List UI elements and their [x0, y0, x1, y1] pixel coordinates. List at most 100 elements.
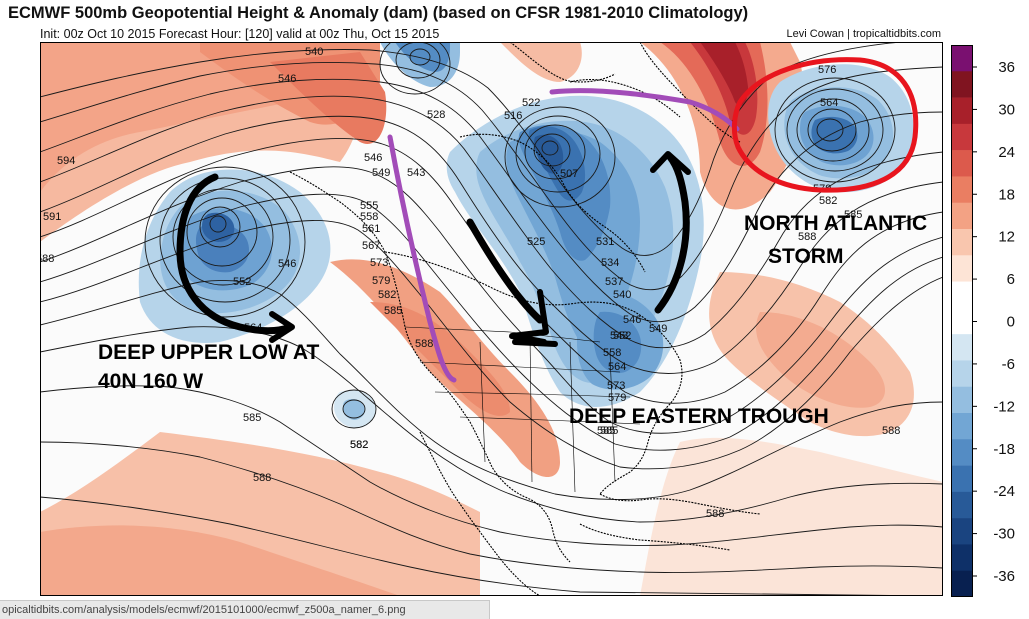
contour-label: 528: [427, 109, 445, 121]
contour-label: 543: [407, 167, 425, 179]
colorbar-tick-label: 24: [998, 144, 1015, 161]
colorbar-segment: [951, 97, 973, 125]
low-center-contours: [144, 42, 896, 429]
contour-label: 582: [378, 289, 396, 301]
colorbar-tick-label: -18: [993, 441, 1015, 458]
contour-label: 582: [350, 439, 368, 451]
contour-label: 594: [57, 155, 75, 167]
trough-arrow-down: [466, 218, 544, 324]
upper-low-arrowhead: [269, 311, 295, 343]
contour-label: 543: [610, 330, 628, 342]
colorbar-ticks: 36 30 24 18 12 6 0 -6 -12 -18 -24 -30 -36: [973, 59, 1015, 585]
contour-label: 567: [362, 240, 380, 252]
contour-label: 516: [504, 110, 522, 122]
contour-label: 540: [305, 46, 323, 58]
upper-low-label-line2: 40N 160 W: [98, 370, 203, 393]
contour-label: 588: [798, 231, 816, 243]
height-anomaly-map: 540 546 594 591 588 552 546 564 585 582 …: [40, 42, 943, 596]
colorbar-segment: [951, 360, 973, 388]
ridge-axis-north: [549, 88, 740, 132]
colorbar-segment: [951, 176, 973, 204]
trough-base-line: [512, 339, 558, 347]
coastlines: [289, 42, 761, 596]
colorbar-tick-label: 12: [998, 229, 1015, 246]
colorbar-segment: [951, 45, 973, 72]
trough-arrow-up: [654, 153, 690, 314]
contour-label: 561: [362, 223, 380, 235]
annotation-marks: [176, 57, 919, 383]
anomaly-colorbar: 36 30 24 18 12 6 0 -6 -12 -18 -24 -30 -36: [951, 45, 1015, 597]
contour-label: 558: [360, 211, 378, 223]
colorbar-segment: [951, 150, 973, 177]
colorbar-segment: [951, 465, 973, 493]
colorbar-segment: [951, 307, 973, 335]
contour-label: 546: [623, 314, 641, 326]
upper-low-circulation-arrow: [176, 173, 294, 335]
colorbar-tick-label: 0: [1007, 314, 1015, 331]
contour-label: 588: [882, 425, 900, 437]
colorbar-segments: [951, 45, 973, 597]
colorbar-tick-label: -24: [993, 483, 1015, 500]
contour-label: 588: [415, 338, 433, 350]
contour-label: 558: [603, 347, 621, 359]
contour-label: 525: [527, 236, 545, 248]
contour-label: 564: [608, 361, 626, 373]
contour-label: 522: [522, 97, 540, 109]
atlantic-storm-label: NORTH ATLANTIC: [744, 212, 927, 235]
contour-label: 534: [601, 257, 619, 269]
contour-label: 579: [608, 392, 626, 404]
contour-label: 555: [360, 200, 378, 212]
trough-up-arrowhead: [650, 151, 691, 175]
atlantic-storm-label-line2: STORM: [768, 245, 843, 268]
contour-label: 582: [350, 439, 368, 451]
contour-label: 531: [596, 236, 614, 248]
contour-label: 552: [233, 276, 251, 288]
contour-label: 540: [613, 289, 631, 301]
colorbar-segment: [951, 491, 973, 519]
colorbar-segment: [951, 334, 973, 361]
contour-label: 552: [613, 330, 631, 342]
contour-label: 585: [243, 412, 261, 424]
trough-arrowhead: [509, 289, 549, 345]
contour-label: 546: [278, 258, 296, 270]
colorbar-segment: [951, 123, 973, 151]
contour-label: 549: [649, 323, 667, 335]
colorbar-segment: [951, 570, 973, 597]
colorbar-segment: [951, 229, 973, 256]
contour-label: 576: [818, 64, 836, 76]
colorbar-tick-label: 36: [998, 59, 1015, 76]
map-subtitle: Init: 00z Oct 10 2015 Forecast Hour: [12…: [40, 27, 440, 41]
colorbar-tick-label: 18: [998, 186, 1015, 203]
contour-label: 507: [560, 168, 578, 180]
colorbar-tick-label: -36: [993, 568, 1015, 585]
colorbar-segment: [951, 544, 973, 572]
ridge-axis-west: [387, 134, 457, 383]
contour-label: 564: [820, 97, 838, 109]
contour-label: 573: [370, 257, 388, 269]
colorbar-tick-label: -30: [993, 526, 1015, 543]
colorbar-segment: [951, 413, 973, 440]
atlantic-storm-circle: [731, 57, 919, 193]
colorbar-segment: [951, 202, 973, 230]
colorbar-tick-label: -6: [1002, 356, 1015, 373]
contour-label: 588: [706, 508, 724, 520]
upper-low-label: DEEP UPPER LOW AT: [98, 341, 319, 364]
contour-label: 582: [819, 195, 837, 207]
annotation-text: DEEP UPPER LOW AT 40N 160 W NORTH ATLANT…: [98, 212, 927, 428]
map-frame: [40, 42, 943, 596]
contour-label: 546: [278, 73, 296, 85]
colorbar-tick-label: -12: [993, 398, 1015, 415]
eastern-trough-label: DEEP EASTERN TROUGH: [569, 405, 829, 428]
map-credit: Levi Cowan | tropicaltidbits.com: [786, 28, 941, 40]
contour-label: 591: [43, 211, 61, 223]
colorbar-segment: [951, 255, 973, 282]
map-title: ECMWF 500mb Geopotential Height & Anomal…: [8, 4, 749, 22]
colorbar-frame: [951, 45, 973, 597]
contour-label: 585: [384, 305, 402, 317]
contour-label: 585: [597, 425, 615, 437]
colorbar-tick-label: 30: [998, 101, 1015, 118]
contour-labels: 540 546 594 591 588 552 546 564 585 582 …: [40, 46, 900, 520]
colorbar-segment: [951, 71, 973, 98]
contour-label: 585: [600, 425, 618, 437]
contour-label: 573: [607, 380, 625, 392]
